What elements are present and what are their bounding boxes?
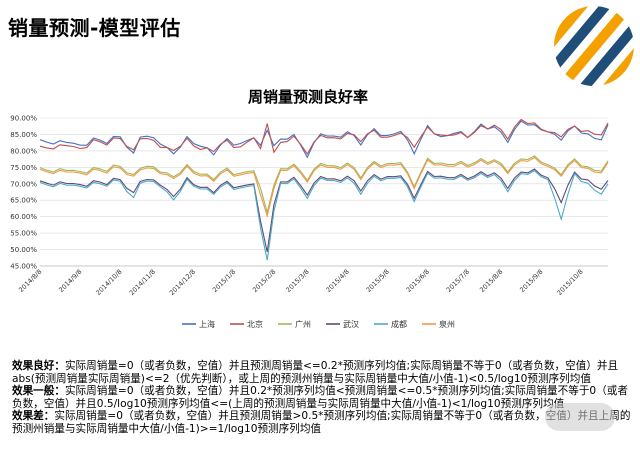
x-tick-label: 2015/4/8 bbox=[324, 268, 350, 294]
slide-title: 销量预测-模型评估 bbox=[8, 16, 181, 40]
criteria-poor: 效果差：实际周销量=0（或者负数，空值）并且预测周销量>0.5*预测序列均值;实… bbox=[12, 410, 632, 435]
criteria-average: 效果一般：实际周销量=0（或者负数，空值）并且0.2*预测序列均值<预测周销量<… bbox=[12, 385, 632, 410]
line-chart: 周销量预测良好率 90.00% 85.00% 80.00% 75.00% 70.00% 6… bbox=[10, 88, 609, 329]
series-line-2 bbox=[39, 118, 609, 156]
x-tick-label: 2015/3/8 bbox=[284, 268, 310, 294]
x-tick-label: 2014/9/8 bbox=[57, 268, 83, 294]
x-tick-label: 2015/1/8 bbox=[211, 268, 237, 294]
criteria-poor-text: 实际周销量=0（或者负数，空值）并且预测周销量>0.5*预测序列均值;实际周销量… bbox=[12, 410, 631, 435]
company-logo bbox=[554, 6, 634, 86]
y-tick-label: 90.00% bbox=[10, 115, 37, 123]
series-line-5 bbox=[39, 170, 609, 261]
criteria-good-text: 实际周销量=0（或者负数，空值）并且预测周销量<=0.2*预测序列均值;实际周销… bbox=[12, 360, 619, 385]
x-tick-label: 2015/10/8 bbox=[555, 268, 584, 297]
x-tick-label: 2014/8/8 bbox=[17, 268, 43, 294]
series-line-6 bbox=[39, 156, 609, 218]
legend-label: 北京 bbox=[247, 319, 263, 329]
x-tick-label: 2015/2/8 bbox=[251, 268, 277, 294]
x-tick-label: 2014/11/8 bbox=[128, 268, 157, 297]
y-axis-ticks: 90.00% 85.00% 80.00% 75.00% 70.00% 65.00% 60.0… bbox=[10, 115, 37, 271]
x-tick-label: 2015/9/8 bbox=[518, 268, 544, 294]
criteria-good-label: 效果良好： bbox=[12, 360, 65, 372]
x-tick-label: 2015/7/8 bbox=[445, 268, 471, 294]
legend: 上海 北京 广州 武汉 成都 泉州 bbox=[182, 319, 455, 329]
x-tick-label: 2015/6/8 bbox=[405, 268, 431, 294]
y-tick-label: 75.00% bbox=[10, 164, 37, 172]
y-tick-label: 85.00% bbox=[10, 131, 37, 139]
series-lines bbox=[39, 118, 609, 261]
x-tick-label: 2015/8/8 bbox=[478, 268, 504, 294]
series-line-1 bbox=[39, 120, 609, 159]
criteria-good: 效果良好：实际周销量=0（或者负数，空值）并且预测周销量<=0.2*预测序列均值… bbox=[12, 360, 632, 385]
watermark-badge bbox=[545, 403, 615, 431]
evaluation-criteria: 效果良好：实际周销量=0（或者负数，空值）并且预测周销量<=0.2*预测序列均值… bbox=[12, 360, 632, 436]
legend-label: 广州 bbox=[295, 319, 311, 329]
logo-stripe bbox=[570, 16, 634, 86]
y-tick-label: 45.00% bbox=[10, 263, 37, 271]
y-tick-label: 60.00% bbox=[10, 213, 37, 221]
chart-title: 周销量预测良好率 bbox=[248, 88, 368, 106]
y-tick-label: 50.00% bbox=[10, 246, 37, 254]
x-tick-label: 2015/5/8 bbox=[365, 268, 391, 294]
legend-label: 泉州 bbox=[439, 319, 455, 329]
logo-stripe bbox=[557, 6, 634, 86]
x-tick-label: 2014/12/8 bbox=[168, 268, 197, 297]
series-line-4 bbox=[39, 168, 609, 253]
legend-label: 成都 bbox=[391, 319, 407, 329]
logo-stripe bbox=[554, 6, 614, 84]
criteria-average-text: 实际周销量=0（或者负数，空值）并且0.2*预测序列均值<预测周销量<=0.5*… bbox=[12, 385, 628, 410]
criteria-poor-label: 效果差： bbox=[12, 410, 55, 423]
logo-stripe bbox=[554, 6, 628, 86]
y-tick-label: 55.00% bbox=[10, 230, 37, 238]
x-tick-label: 2014/10/8 bbox=[94, 268, 123, 297]
legend-label: 武汉 bbox=[343, 319, 359, 329]
y-tick-label: 70.00% bbox=[10, 180, 37, 188]
series-line-3 bbox=[39, 155, 609, 215]
y-tick-label: 65.00% bbox=[10, 197, 37, 205]
chart-area: 周销量预测良好率 90.00% 85.00% 80.00% 75.00% 70.00% 6… bbox=[0, 84, 640, 344]
x-axis-ticks: 2014/8/8 2014/9/8 2014/10/8 2014/11/8 2014/1… bbox=[17, 268, 585, 297]
y-tick-label: 80.00% bbox=[10, 147, 37, 155]
legend-label: 上海 bbox=[199, 319, 215, 329]
criteria-average-label: 效果一般： bbox=[12, 385, 65, 398]
gridlines bbox=[40, 117, 608, 267]
